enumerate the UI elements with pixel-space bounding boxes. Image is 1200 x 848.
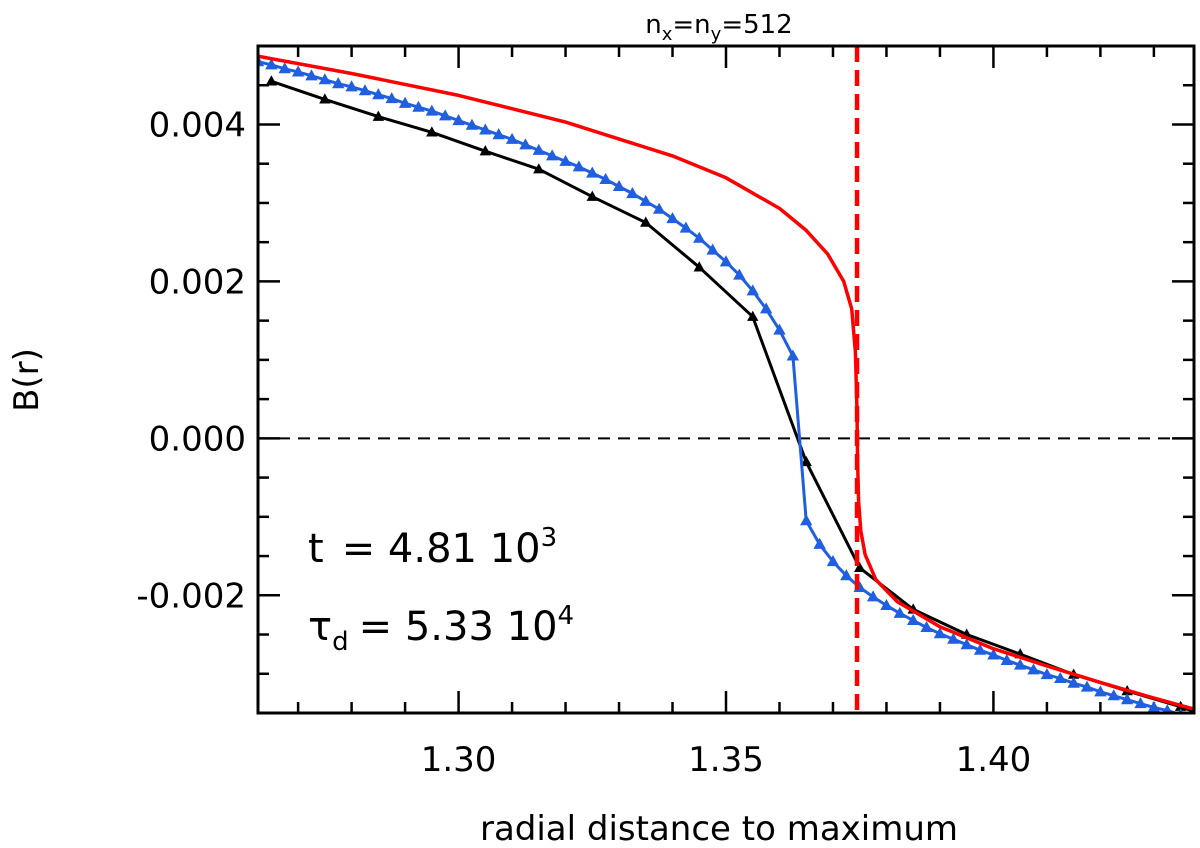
y-tick-label: 0.002 xyxy=(149,262,246,302)
data-point xyxy=(773,323,786,335)
data-point xyxy=(425,104,439,116)
data-point xyxy=(639,194,652,206)
data-point xyxy=(305,69,318,81)
data-point xyxy=(372,88,385,100)
x-tick-label: 1.30 xyxy=(421,740,497,780)
x-tick-label: 1.35 xyxy=(688,740,764,780)
data-point xyxy=(693,261,705,272)
data-point xyxy=(907,613,920,625)
data-point xyxy=(733,268,746,280)
data-point xyxy=(1027,663,1040,675)
data-point xyxy=(1147,701,1161,713)
data-point xyxy=(1134,697,1147,709)
data-point xyxy=(465,118,479,130)
data-point xyxy=(532,143,545,155)
y-tick-label: -0.002 xyxy=(136,576,246,616)
data-point xyxy=(479,145,492,156)
data-point xyxy=(826,555,840,567)
data-point xyxy=(960,638,973,650)
data-point xyxy=(372,110,385,121)
data-point xyxy=(1013,658,1027,670)
data-point xyxy=(332,77,345,89)
data-point xyxy=(719,255,733,267)
data-point xyxy=(813,537,826,549)
data-point xyxy=(746,284,759,296)
data-point xyxy=(854,561,866,573)
data-point xyxy=(973,643,987,655)
data-point xyxy=(693,231,706,243)
data-point xyxy=(439,109,452,121)
data-point xyxy=(278,62,291,74)
data-point xyxy=(800,455,812,467)
data-point xyxy=(1080,680,1094,692)
x-tick-label: 1.40 xyxy=(956,740,1032,780)
axis-ticks xyxy=(258,44,1194,715)
data-point xyxy=(426,126,438,137)
x-axis-title: radial distance to maximum xyxy=(480,809,958,848)
data-point xyxy=(987,648,1000,660)
data-point xyxy=(398,96,412,108)
data-point xyxy=(679,221,693,233)
data-point xyxy=(840,569,853,581)
data-point xyxy=(652,202,666,214)
data-point xyxy=(358,84,372,96)
data-point xyxy=(1162,704,1173,713)
data-point xyxy=(1067,676,1080,688)
data-point xyxy=(258,55,265,67)
data-point xyxy=(505,132,519,144)
plot-title: nx=ny=512 xyxy=(645,10,792,45)
data-point xyxy=(1000,653,1013,665)
time-annotation: t = 4.81 103 xyxy=(308,523,557,572)
data-point xyxy=(786,349,800,361)
data-point xyxy=(599,172,612,184)
data-point xyxy=(345,80,358,92)
data-point xyxy=(747,310,759,321)
y-tick-label: 0.004 xyxy=(149,105,246,145)
data-point xyxy=(866,590,880,602)
data-point xyxy=(545,149,559,161)
data-point xyxy=(612,179,626,192)
data-point xyxy=(479,123,492,135)
data-point xyxy=(572,160,586,172)
data-point xyxy=(759,302,773,314)
data-point xyxy=(920,620,933,633)
data-point xyxy=(319,93,331,104)
tau-annotation: τd = 5.33 104 xyxy=(308,601,574,657)
data-point xyxy=(586,166,599,178)
data-point xyxy=(893,606,907,618)
data-point xyxy=(291,65,305,77)
data-point xyxy=(933,627,947,639)
y-axis-title: B(r) xyxy=(7,348,47,412)
data-point xyxy=(452,114,465,126)
data-point xyxy=(265,75,278,86)
data-point xyxy=(666,212,679,224)
data-point xyxy=(1040,668,1054,680)
data-point xyxy=(1120,693,1134,705)
data-point xyxy=(947,632,960,644)
plot-frame xyxy=(256,44,1196,715)
data-point xyxy=(1094,685,1107,697)
data-point xyxy=(706,243,719,255)
data-point xyxy=(880,598,893,611)
tick-labels: 1.30 1.35 1.40 -0.002 0.000 0.002 0.004 xyxy=(136,105,1031,780)
data-point xyxy=(559,154,572,166)
data-point xyxy=(318,73,332,85)
data-point xyxy=(412,100,425,112)
series-1 xyxy=(258,55,1194,713)
data-point xyxy=(1054,671,1067,684)
data-point xyxy=(385,92,398,104)
data-point xyxy=(519,138,532,150)
data-point xyxy=(533,163,545,174)
y-tick-label: 0.000 xyxy=(149,419,246,459)
data-point xyxy=(626,187,639,199)
data-point xyxy=(265,58,278,70)
data-point xyxy=(492,128,505,140)
data-point xyxy=(586,190,598,201)
data-point xyxy=(640,216,652,227)
data-point xyxy=(800,514,813,526)
data-point xyxy=(1107,689,1120,701)
